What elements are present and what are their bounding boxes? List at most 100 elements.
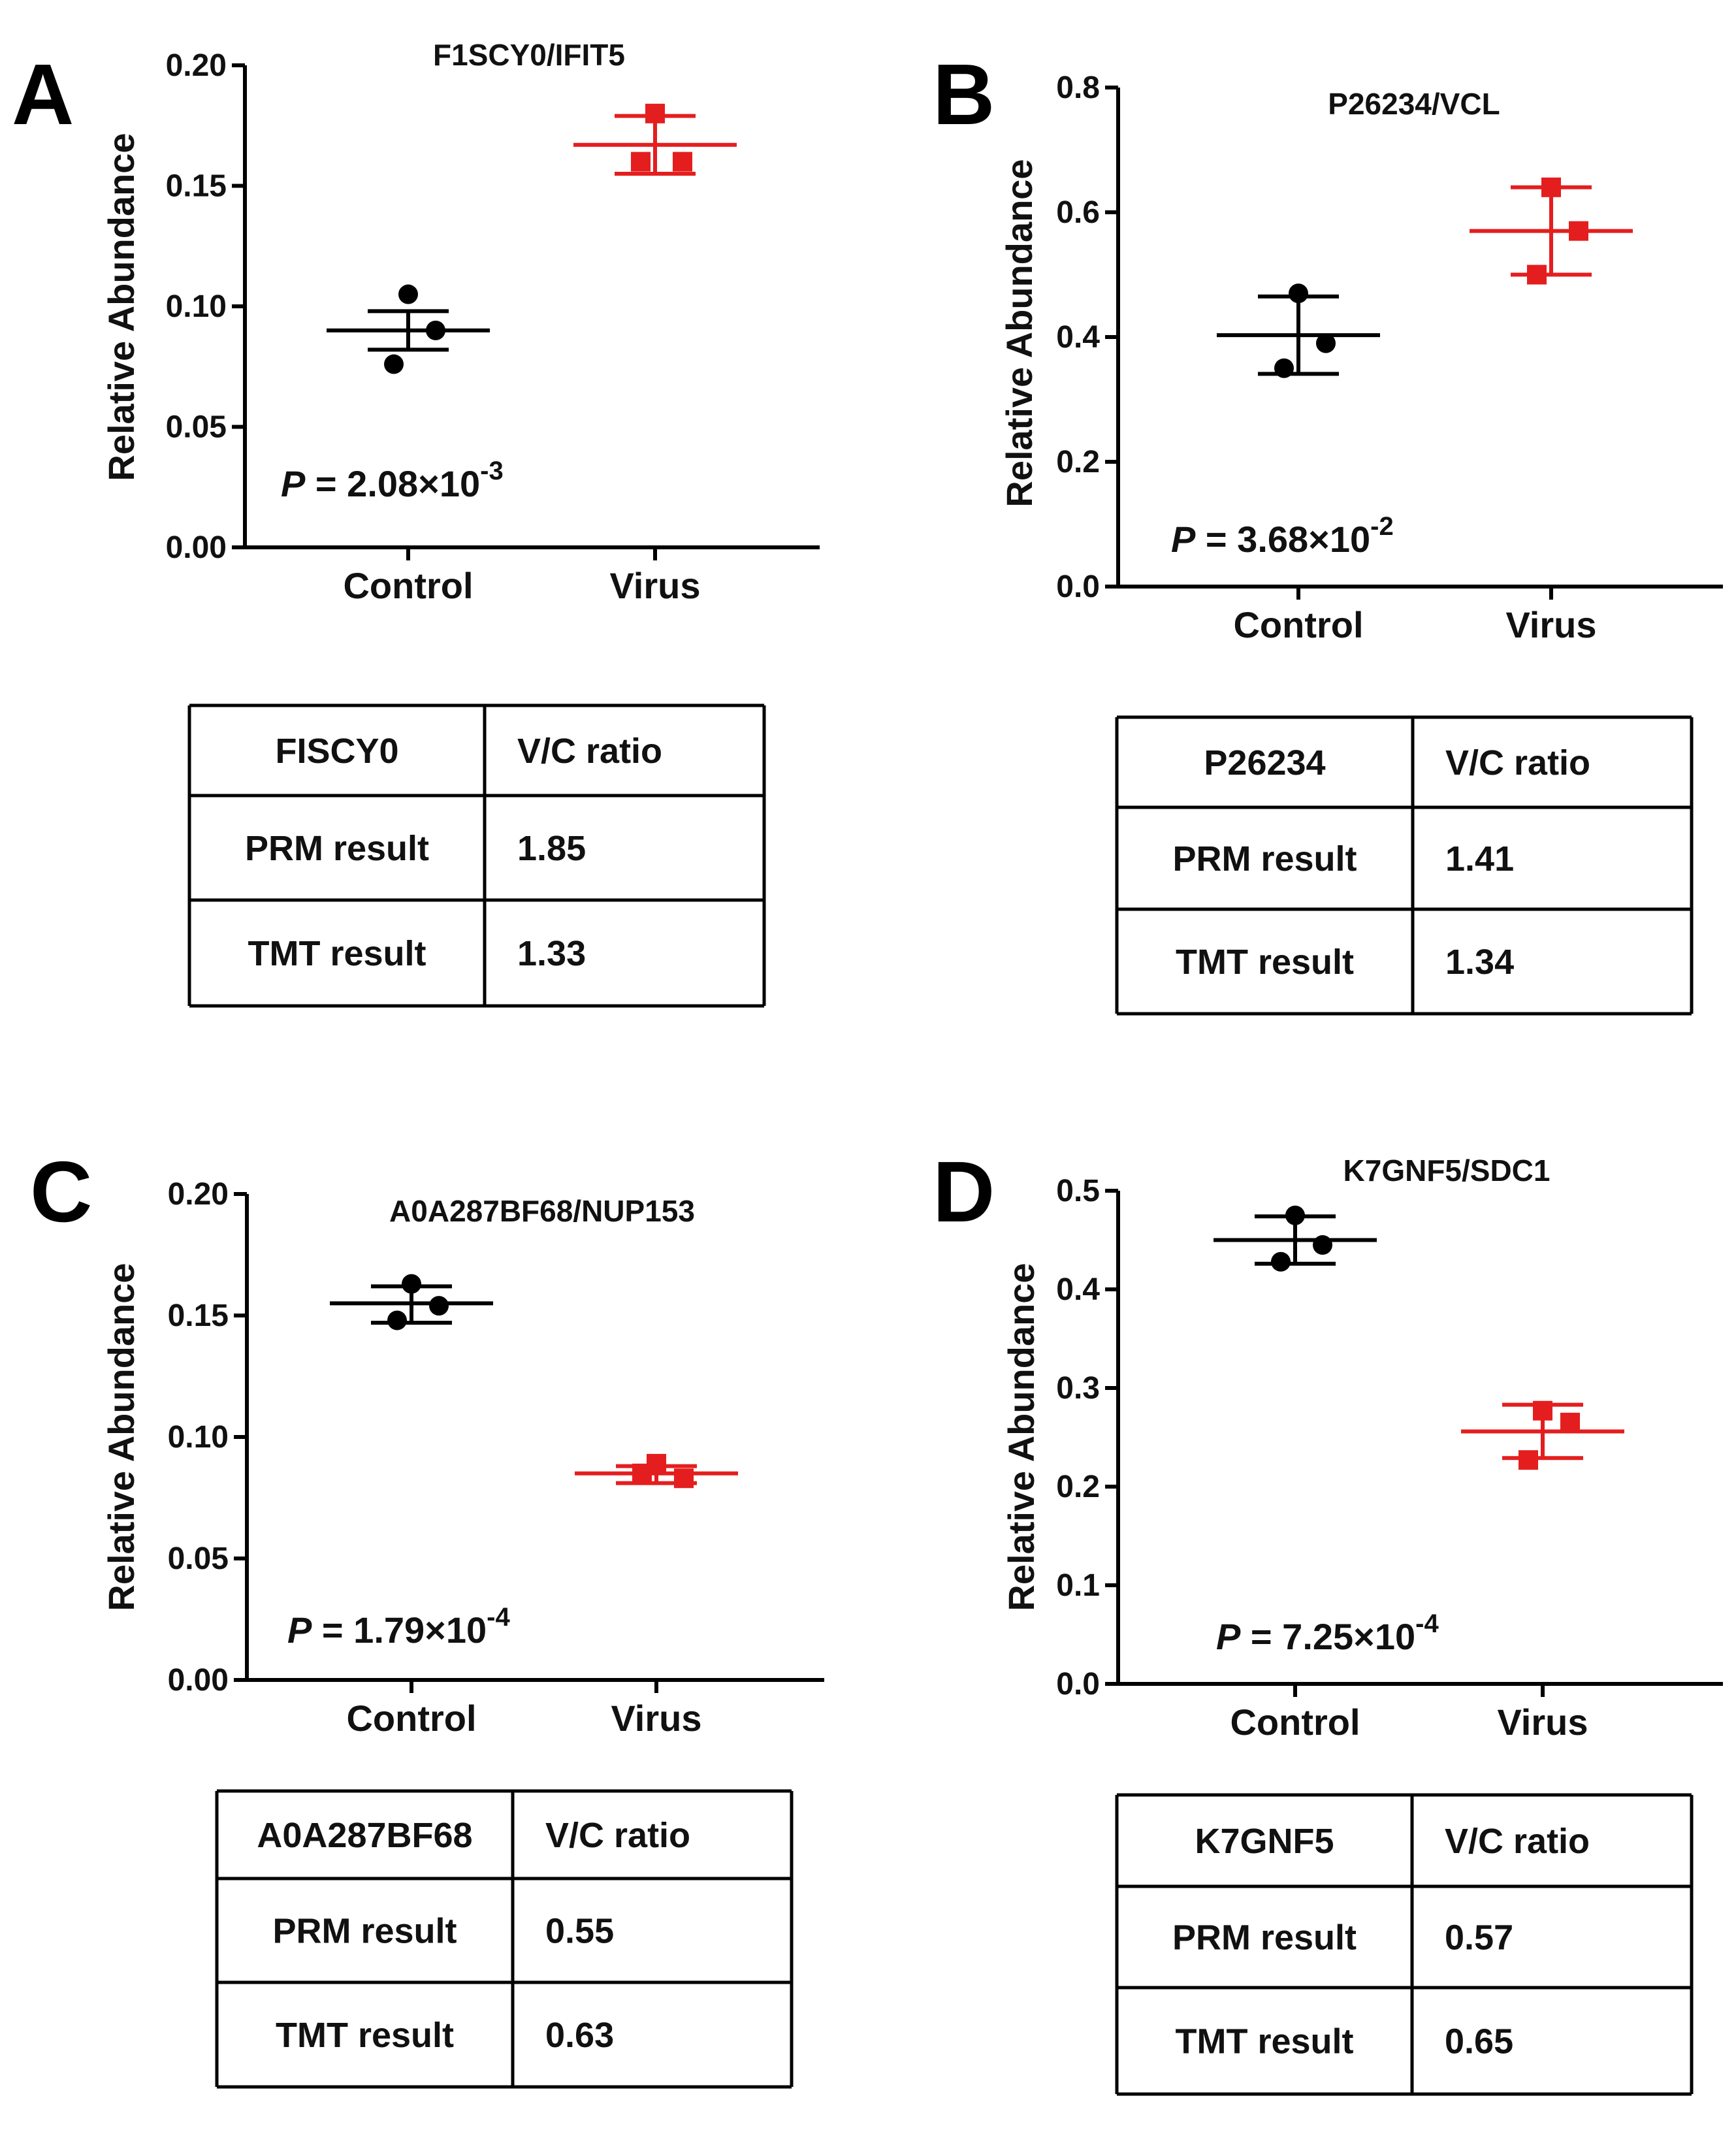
y-tick-label: 0.05 <box>166 410 227 445</box>
data-point <box>384 354 404 374</box>
data-point <box>673 152 692 172</box>
y-tick-label: 0.15 <box>166 169 227 204</box>
p-value: = 2.08×10 <box>305 463 480 504</box>
table-row-value: 1.85 <box>517 829 586 868</box>
y-tick-label: 0.2 <box>1056 1470 1100 1504</box>
ratio-table: K7GNF5 V/C ratio PRM result 0.57 TMT result 0… <box>1115 1793 1694 2096</box>
table-row-label: TMT result <box>248 934 426 973</box>
data-point <box>429 1296 449 1316</box>
series-virus <box>1470 177 1633 285</box>
p-symbol: P <box>1216 1616 1241 1657</box>
p-value-label: P = 2.08×10-3 <box>281 457 504 504</box>
table-row-value: 0.63 <box>545 2016 614 2055</box>
y-tick-label: 0.2 <box>1056 445 1100 479</box>
panel-d: D K7GNF5/SDC1 0.0 0.1 0.2 0.3 0.4 0.5 Relative A… <box>933 1144 1723 2096</box>
series-control <box>1217 283 1380 378</box>
table-header-ratio: V/C ratio <box>517 732 662 771</box>
table-header-ratio: V/C ratio <box>545 1816 690 1855</box>
y-tick-label: 0.05 <box>168 1541 229 1576</box>
p-symbol: P <box>287 1609 312 1651</box>
p-value-label: P = 1.79×10-4 <box>287 1603 510 1651</box>
table-row-value: 1.34 <box>1445 943 1514 982</box>
y-tick-label: 0.10 <box>166 289 227 324</box>
p-symbol: P <box>281 463 306 504</box>
p-value-label: P = 3.68×10-2 <box>1171 512 1394 560</box>
table-header-protein: FISCY0 <box>275 732 398 771</box>
y-tick-label: 0.3 <box>1056 1371 1100 1406</box>
ratio-table: FISCY0 V/C ratio PRM result 1.85 TMT result 1… <box>187 703 766 1008</box>
y-tick-label: 0.4 <box>1056 320 1100 355</box>
table-header-ratio: V/C ratio <box>1445 1822 1590 1861</box>
p-value-label: P = 7.25×10-4 <box>1216 1609 1439 1657</box>
table-row-value: 0.55 <box>545 1912 614 1951</box>
data-point <box>387 1310 407 1331</box>
chart-title: K7GNF5/SDC1 <box>1343 1154 1551 1187</box>
y-tick-label: 0.0 <box>1056 570 1100 604</box>
y-tick-label: 0.8 <box>1056 71 1100 105</box>
chart-title: P26234/VCL <box>1328 87 1500 121</box>
ratio-table: P26234 V/C ratio PRM result 1.41 TMT result 1… <box>1115 715 1694 1016</box>
y-tick-label: 0.20 <box>166 48 227 83</box>
y-tick-label: 0.00 <box>166 530 227 565</box>
ratio-table: A0A287BF68 V/C ratio PRM result 0.55 TMT res… <box>215 1789 794 2089</box>
p-exponent: -4 <box>487 1603 510 1632</box>
p-exponent: -3 <box>480 457 504 485</box>
data-point <box>674 1468 694 1489</box>
chart-title: A0A287BF68/NUP153 <box>389 1194 695 1228</box>
table-header-ratio: V/C ratio <box>1445 743 1590 783</box>
p-value: = 3.68×10 <box>1195 519 1370 560</box>
p-exponent: -2 <box>1370 512 1394 541</box>
y-tick-label: 0.15 <box>168 1299 229 1333</box>
series-virus <box>573 103 737 176</box>
table-header-protein: A0A287BF68 <box>257 1816 472 1855</box>
y-axis-label: Relative Abundance <box>101 133 142 481</box>
data-point <box>1560 1412 1580 1432</box>
x-tick-label: Control <box>1233 604 1363 645</box>
panel-a: A F1SCY0/IFIT5 0.00 0.05 0.10 0.15 0.20 Relativ… <box>12 38 820 1008</box>
p-value: = 1.79×10 <box>312 1609 487 1651</box>
table-row-value: 1.33 <box>517 934 586 973</box>
p-symbol: P <box>1171 519 1196 560</box>
x-tick-label: Virus <box>1505 604 1596 645</box>
x-tick-label: Control <box>346 1698 476 1739</box>
y-tick-label: 0.20 <box>168 1177 229 1212</box>
p-value: = 7.25×10 <box>1240 1616 1415 1657</box>
y-tick-label: 0.00 <box>168 1663 229 1698</box>
table-row-label: TMT result <box>1176 943 1354 982</box>
x-tick-label: Virus <box>609 565 700 606</box>
data-point <box>631 152 651 172</box>
table-row-value: 0.57 <box>1445 1918 1513 1958</box>
x-tick-label: Control <box>343 565 473 606</box>
series-virus <box>1461 1400 1624 1470</box>
table-row-label: TMT result <box>276 2016 454 2055</box>
data-point <box>402 1274 421 1294</box>
y-tick-label: 0.10 <box>168 1420 229 1455</box>
panel-c: C A0A287BF68/NUP153 0.00 0.05 0.10 0.15 0.20 Re… <box>30 1144 824 2089</box>
panel-letter: A <box>12 46 74 142</box>
table-row-value: 1.41 <box>1445 839 1514 879</box>
y-axis-label: Relative Abundance <box>101 1263 142 1611</box>
y-tick-label: 0.0 <box>1056 1667 1100 1702</box>
panel-letter: C <box>30 1144 92 1240</box>
y-tick-label: 0.1 <box>1056 1568 1100 1603</box>
y-axis-label: Relative Abundance <box>999 159 1040 507</box>
y-tick-label: 0.5 <box>1056 1174 1100 1208</box>
panel-letter: B <box>933 46 995 142</box>
x-tick-label: Control <box>1230 1702 1360 1743</box>
table-header-protein: P26234 <box>1204 743 1325 783</box>
data-point <box>1316 333 1336 353</box>
table-row-label: PRM result <box>1172 1918 1357 1958</box>
y-tick-label: 0.6 <box>1056 195 1100 230</box>
table-row-label: TMT result <box>1175 2022 1353 2061</box>
data-point <box>1519 1450 1538 1470</box>
chart-title: F1SCY0/IFIT5 <box>433 38 625 72</box>
data-point <box>398 284 418 304</box>
x-tick-label: Virus <box>611 1698 701 1739</box>
data-point <box>1271 1251 1291 1272</box>
series-control <box>330 1274 493 1331</box>
series-control <box>1214 1205 1377 1272</box>
y-tick-label: 0.4 <box>1056 1272 1100 1307</box>
series-control <box>327 284 490 374</box>
table-row-label: PRM result <box>245 829 429 868</box>
